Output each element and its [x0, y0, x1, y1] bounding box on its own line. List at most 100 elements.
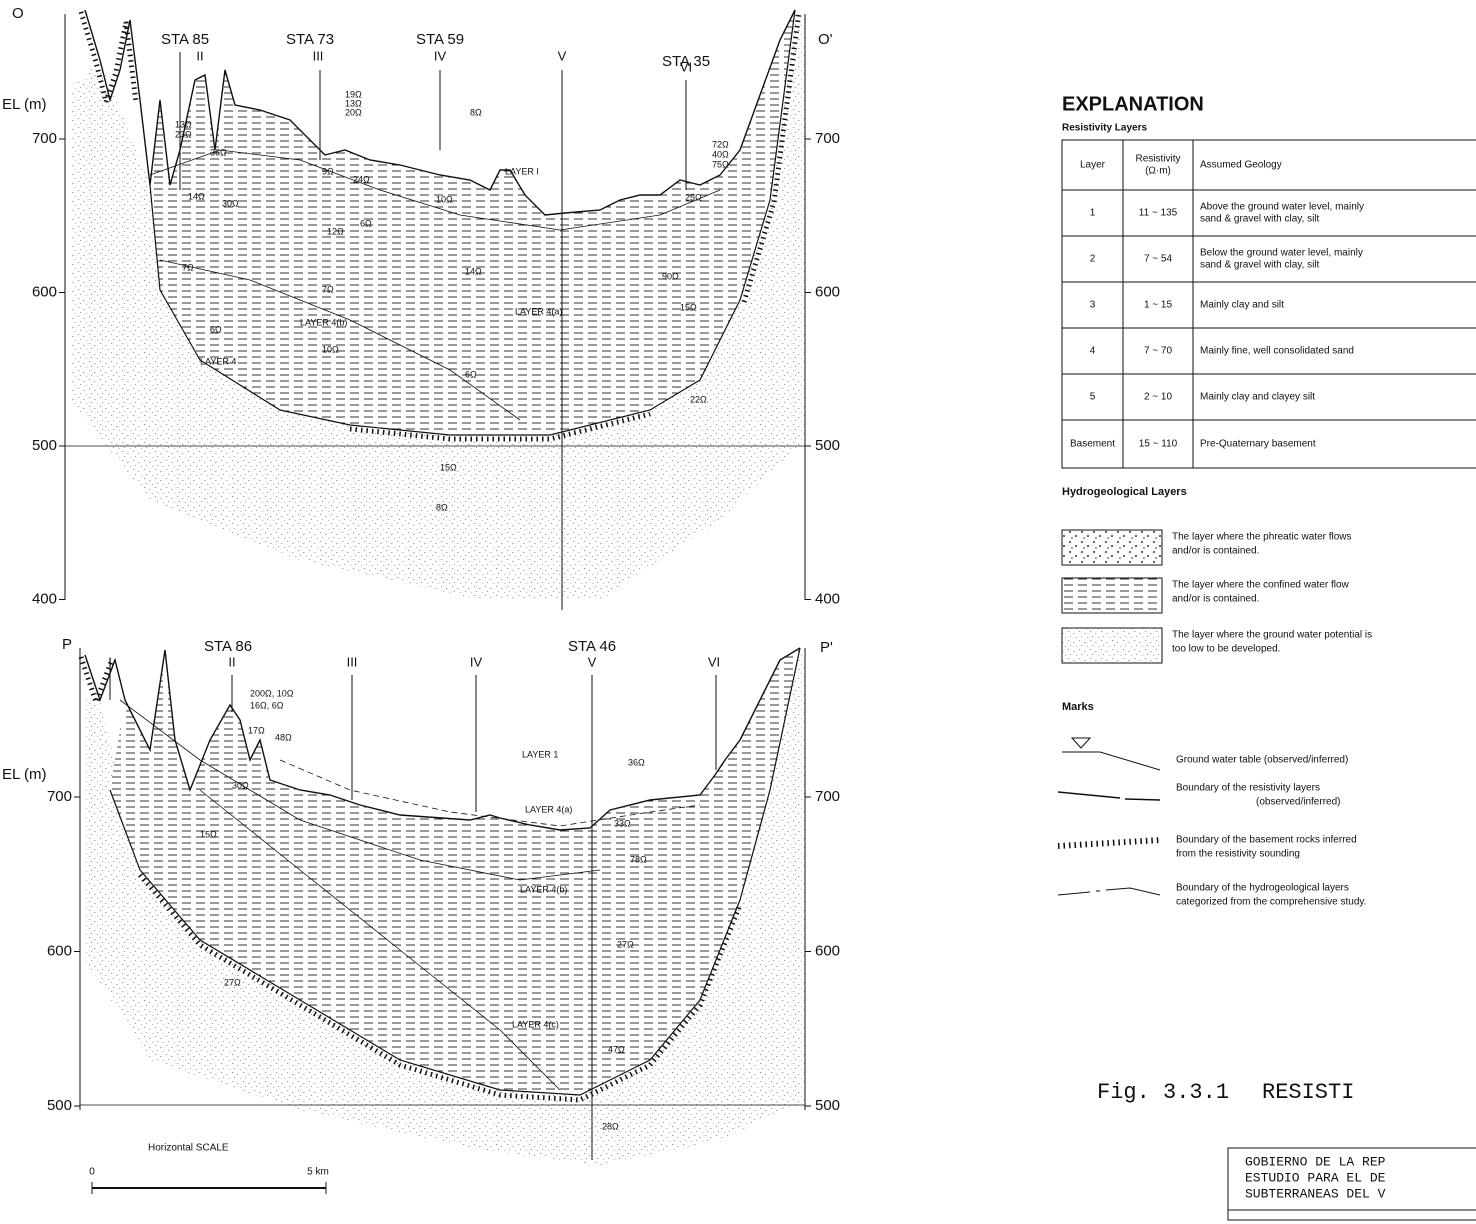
legend-text: Boundary of the resistivity layers — [1176, 783, 1320, 794]
axis-label: EL (m) — [2, 96, 46, 113]
elevation-tick-label: 700 — [47, 788, 72, 805]
profile-line-label: V — [558, 48, 567, 63]
table-cell: 15 ~ 110 — [1139, 439, 1178, 450]
legend-text: The layer where the confined water flow — [1172, 580, 1350, 591]
profile-line-label: IV — [470, 654, 483, 669]
profile-line-label: V — [588, 654, 597, 669]
swatch-phreatic — [1062, 530, 1162, 565]
profile-line-label: VI — [680, 59, 692, 74]
resistivity-annotation: 40Ω — [712, 149, 729, 159]
legend-text: too low to be developed. — [1172, 644, 1280, 655]
resistivity-annotation: 33Ω — [614, 818, 631, 828]
table-cell: Assumed Geology — [1200, 160, 1282, 171]
mark-water-table — [1062, 752, 1160, 770]
section-label: O — [12, 5, 24, 22]
station-label: STA 73 — [286, 31, 334, 48]
mark-boundary — [1058, 792, 1160, 800]
subheading: Resistivity Layers — [1062, 123, 1147, 134]
table-cell: Mainly clay and silt — [1200, 300, 1284, 311]
mark-water-triangle — [1072, 738, 1090, 748]
table-cell: sand & gravel with clay, silt — [1200, 214, 1320, 225]
resistivity-annotation: 75Ω — [712, 159, 729, 169]
resistivity-annotation: 24Ω — [353, 174, 370, 184]
elevation-tick-label: 500 — [815, 1097, 840, 1114]
resistivity-annotation: 10Ω — [322, 344, 339, 354]
resistivity-annotation: 13Ω — [175, 119, 192, 129]
table-cell: 2 ~ 10 — [1144, 392, 1173, 403]
page: {"sections":[ {"left_label":"O","right_l… — [0, 0, 1476, 1224]
elevation-tick-label: 400 — [815, 590, 840, 607]
resistivity-annotation: LAYER 4(b) — [520, 884, 567, 894]
table-cell: 3 — [1090, 300, 1096, 311]
legend-text: and/or is contained. — [1172, 546, 1259, 557]
figure: OO'EL (m)700700600600500500400400STA 85S… — [0, 0, 1476, 1224]
subheading: Hydrogeological Layers — [1062, 486, 1187, 498]
subheading: Marks — [1062, 701, 1094, 713]
title-block-line: SUBTERRANEAS DEL V — [1245, 1186, 1386, 1201]
table-cell: Pre-Quaternary basement — [1200, 439, 1316, 450]
resistivity-annotation: 47Ω — [608, 1044, 625, 1054]
figure-number: Fig. 3.3.1 — [1097, 1080, 1229, 1105]
elevation-tick-label: 700 — [815, 788, 840, 805]
table-cell: 7 ~ 70 — [1144, 346, 1173, 357]
table-cell: 1 ~ 15 — [1144, 300, 1173, 311]
legend-text: Ground water table (observed/inferred) — [1176, 755, 1348, 766]
resistivity-annotation: 48Ω — [275, 732, 292, 742]
resistivity-annotation: 14Ω — [188, 191, 205, 201]
legend-text: The layer where the ground water potenti… — [1172, 630, 1372, 641]
resistivity-annotation: LAYER 4(a) — [515, 306, 562, 316]
table-cell: sand & gravel with clay, silt — [1200, 260, 1320, 271]
profile-line-label: I — [108, 654, 112, 669]
resistivity-annotation: 22Ω — [690, 394, 707, 404]
station-label: STA 85 — [161, 31, 209, 48]
table-cell: Below the ground water level, mainly — [1200, 248, 1363, 259]
profile-line-label: IV — [434, 48, 447, 63]
profile-line-label: III — [347, 654, 358, 669]
resistivity-annotation: 6Ω — [210, 324, 222, 334]
table-cell: 1 — [1090, 208, 1096, 219]
legend-text: and/or is contained. — [1172, 594, 1259, 605]
legend-text: The layer where the phreatic water flows — [1172, 532, 1352, 543]
elevation-tick-label: 600 — [815, 942, 840, 959]
mark-hydro — [1058, 888, 1160, 895]
table-cell: Mainly fine, well consolidated sand — [1200, 346, 1354, 357]
table-cell: Mainly clay and clayey silt — [1200, 392, 1315, 403]
resistivity-annotation: 20Ω — [345, 107, 362, 117]
station-label: STA 46 — [568, 638, 616, 655]
table-cell: Basement — [1070, 439, 1115, 450]
legend-text: from the resistivity sounding — [1176, 849, 1300, 860]
resistivity-annotation: 200Ω, 10Ω — [250, 688, 294, 698]
legend-text: Boundary of the hydrogeological layers — [1176, 883, 1349, 894]
resistivity-annotation: 28Ω — [602, 1121, 619, 1131]
resistivity-annotation: 25Ω — [685, 192, 702, 202]
section-2-drawing — [80, 648, 805, 1165]
resistivity-annotation: 16Ω, 6Ω — [250, 700, 284, 710]
section-label: P' — [820, 639, 833, 656]
resistivity-annotation: 30Ω — [232, 780, 249, 790]
profile-line-label: II — [196, 48, 203, 63]
profile-line-label: III — [313, 48, 324, 63]
elevation-tick-label: 500 — [32, 437, 57, 454]
explanation-title: EXPLANATION — [1062, 93, 1204, 115]
resistivity-annotation: LAYER 4(c) — [512, 1019, 559, 1029]
resistivity-annotation: 12Ω — [327, 226, 344, 236]
station-label: STA 59 — [416, 31, 464, 48]
legend-text: Boundary of the basement rocks inferred — [1176, 835, 1357, 846]
resistivity-annotation: 8Ω — [436, 502, 448, 512]
title-block-line: GOBIERNO DE LA REP — [1245, 1154, 1386, 1169]
swatch-low — [1062, 628, 1162, 663]
table-cell: (Ω·m) — [1145, 166, 1171, 177]
legend-text: (observed/inferred) — [1256, 797, 1340, 808]
table-cell: Above the ground water level, mainly — [1200, 202, 1364, 213]
resistivity-annotation: 15Ω — [440, 462, 457, 472]
section-label: P — [62, 636, 72, 653]
elevation-tick-label: 600 — [47, 942, 72, 959]
elevation-tick-label: 400 — [32, 590, 57, 607]
resistivity-annotation: 14Ω — [465, 266, 482, 276]
resistivity-annotation: 9Ω — [322, 166, 334, 176]
resistivity-annotation: LAYER 4 — [200, 356, 236, 366]
scale-bar — [92, 1182, 326, 1194]
resistivity-annotation: 6Ω — [360, 218, 372, 228]
resistivity-annotation: LAYER 4(a) — [525, 804, 572, 814]
scale-label: 0 — [89, 1167, 95, 1178]
